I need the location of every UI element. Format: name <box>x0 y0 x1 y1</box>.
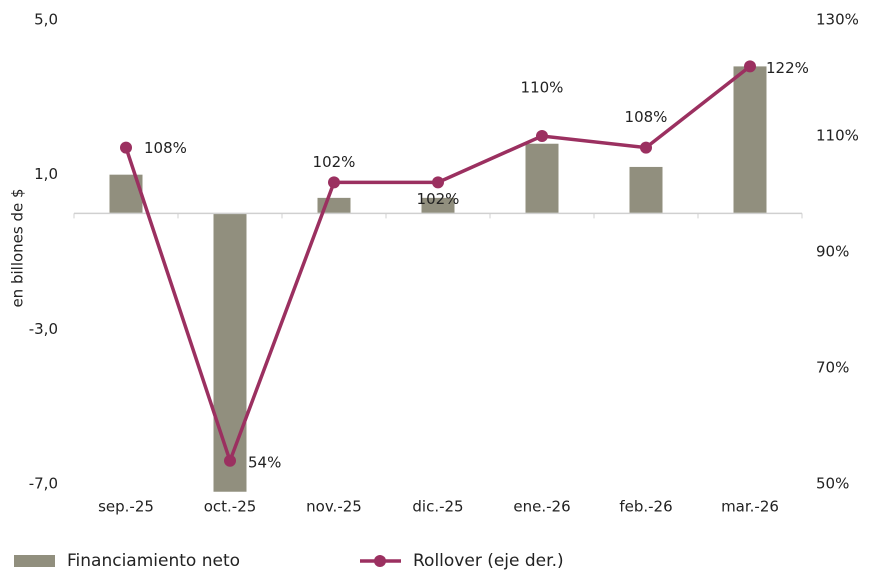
legend-label: Rollover (eje der.) <box>413 551 564 571</box>
x-tick-label: oct.-25 <box>204 498 257 516</box>
data-label: 108% <box>144 139 187 157</box>
line-point <box>536 130 548 142</box>
data-label: 108% <box>625 108 668 126</box>
bar <box>213 213 247 492</box>
data-label: 122% <box>766 59 809 77</box>
x-tick-label: ene.-26 <box>513 498 570 516</box>
line-point <box>328 176 340 189</box>
y2-tick-label: 110% <box>816 127 859 145</box>
x-tick-label: sep.-25 <box>98 498 154 516</box>
legend-label: Financiamiento neto <box>67 551 240 571</box>
y2-tick-label: 50% <box>816 475 849 493</box>
y2-tick-label: 90% <box>816 243 849 261</box>
line-point <box>744 60 756 73</box>
y-tick-label: 1,0 <box>34 165 58 183</box>
data-label: 102% <box>417 190 460 208</box>
line-point <box>224 454 236 467</box>
y-tick-label: -7,0 <box>29 475 58 493</box>
data-label: 102% <box>313 153 356 171</box>
data-label: 54% <box>248 453 281 471</box>
bar <box>421 197 455 214</box>
x-tick-label: dic.-25 <box>412 498 463 516</box>
bar <box>733 66 767 214</box>
y2-tick-label: 130% <box>816 11 859 29</box>
y2-tick-label: 70% <box>816 359 849 377</box>
legend-swatch <box>14 555 55 567</box>
bar <box>629 166 663 214</box>
x-tick-label: feb.-26 <box>619 498 672 516</box>
bar <box>525 143 559 214</box>
data-label: 110% <box>521 79 564 97</box>
line-point <box>432 176 444 189</box>
line-point <box>120 141 132 154</box>
legend-marker <box>374 555 386 567</box>
y-axis-label: en billones de $ <box>9 188 27 307</box>
x-tick-label: nov.-25 <box>306 498 362 516</box>
x-tick-label: mar.-26 <box>721 498 779 516</box>
y-tick-label: -3,0 <box>29 320 58 338</box>
line-point <box>640 141 652 154</box>
y-tick-label: 5,0 <box>34 11 58 29</box>
